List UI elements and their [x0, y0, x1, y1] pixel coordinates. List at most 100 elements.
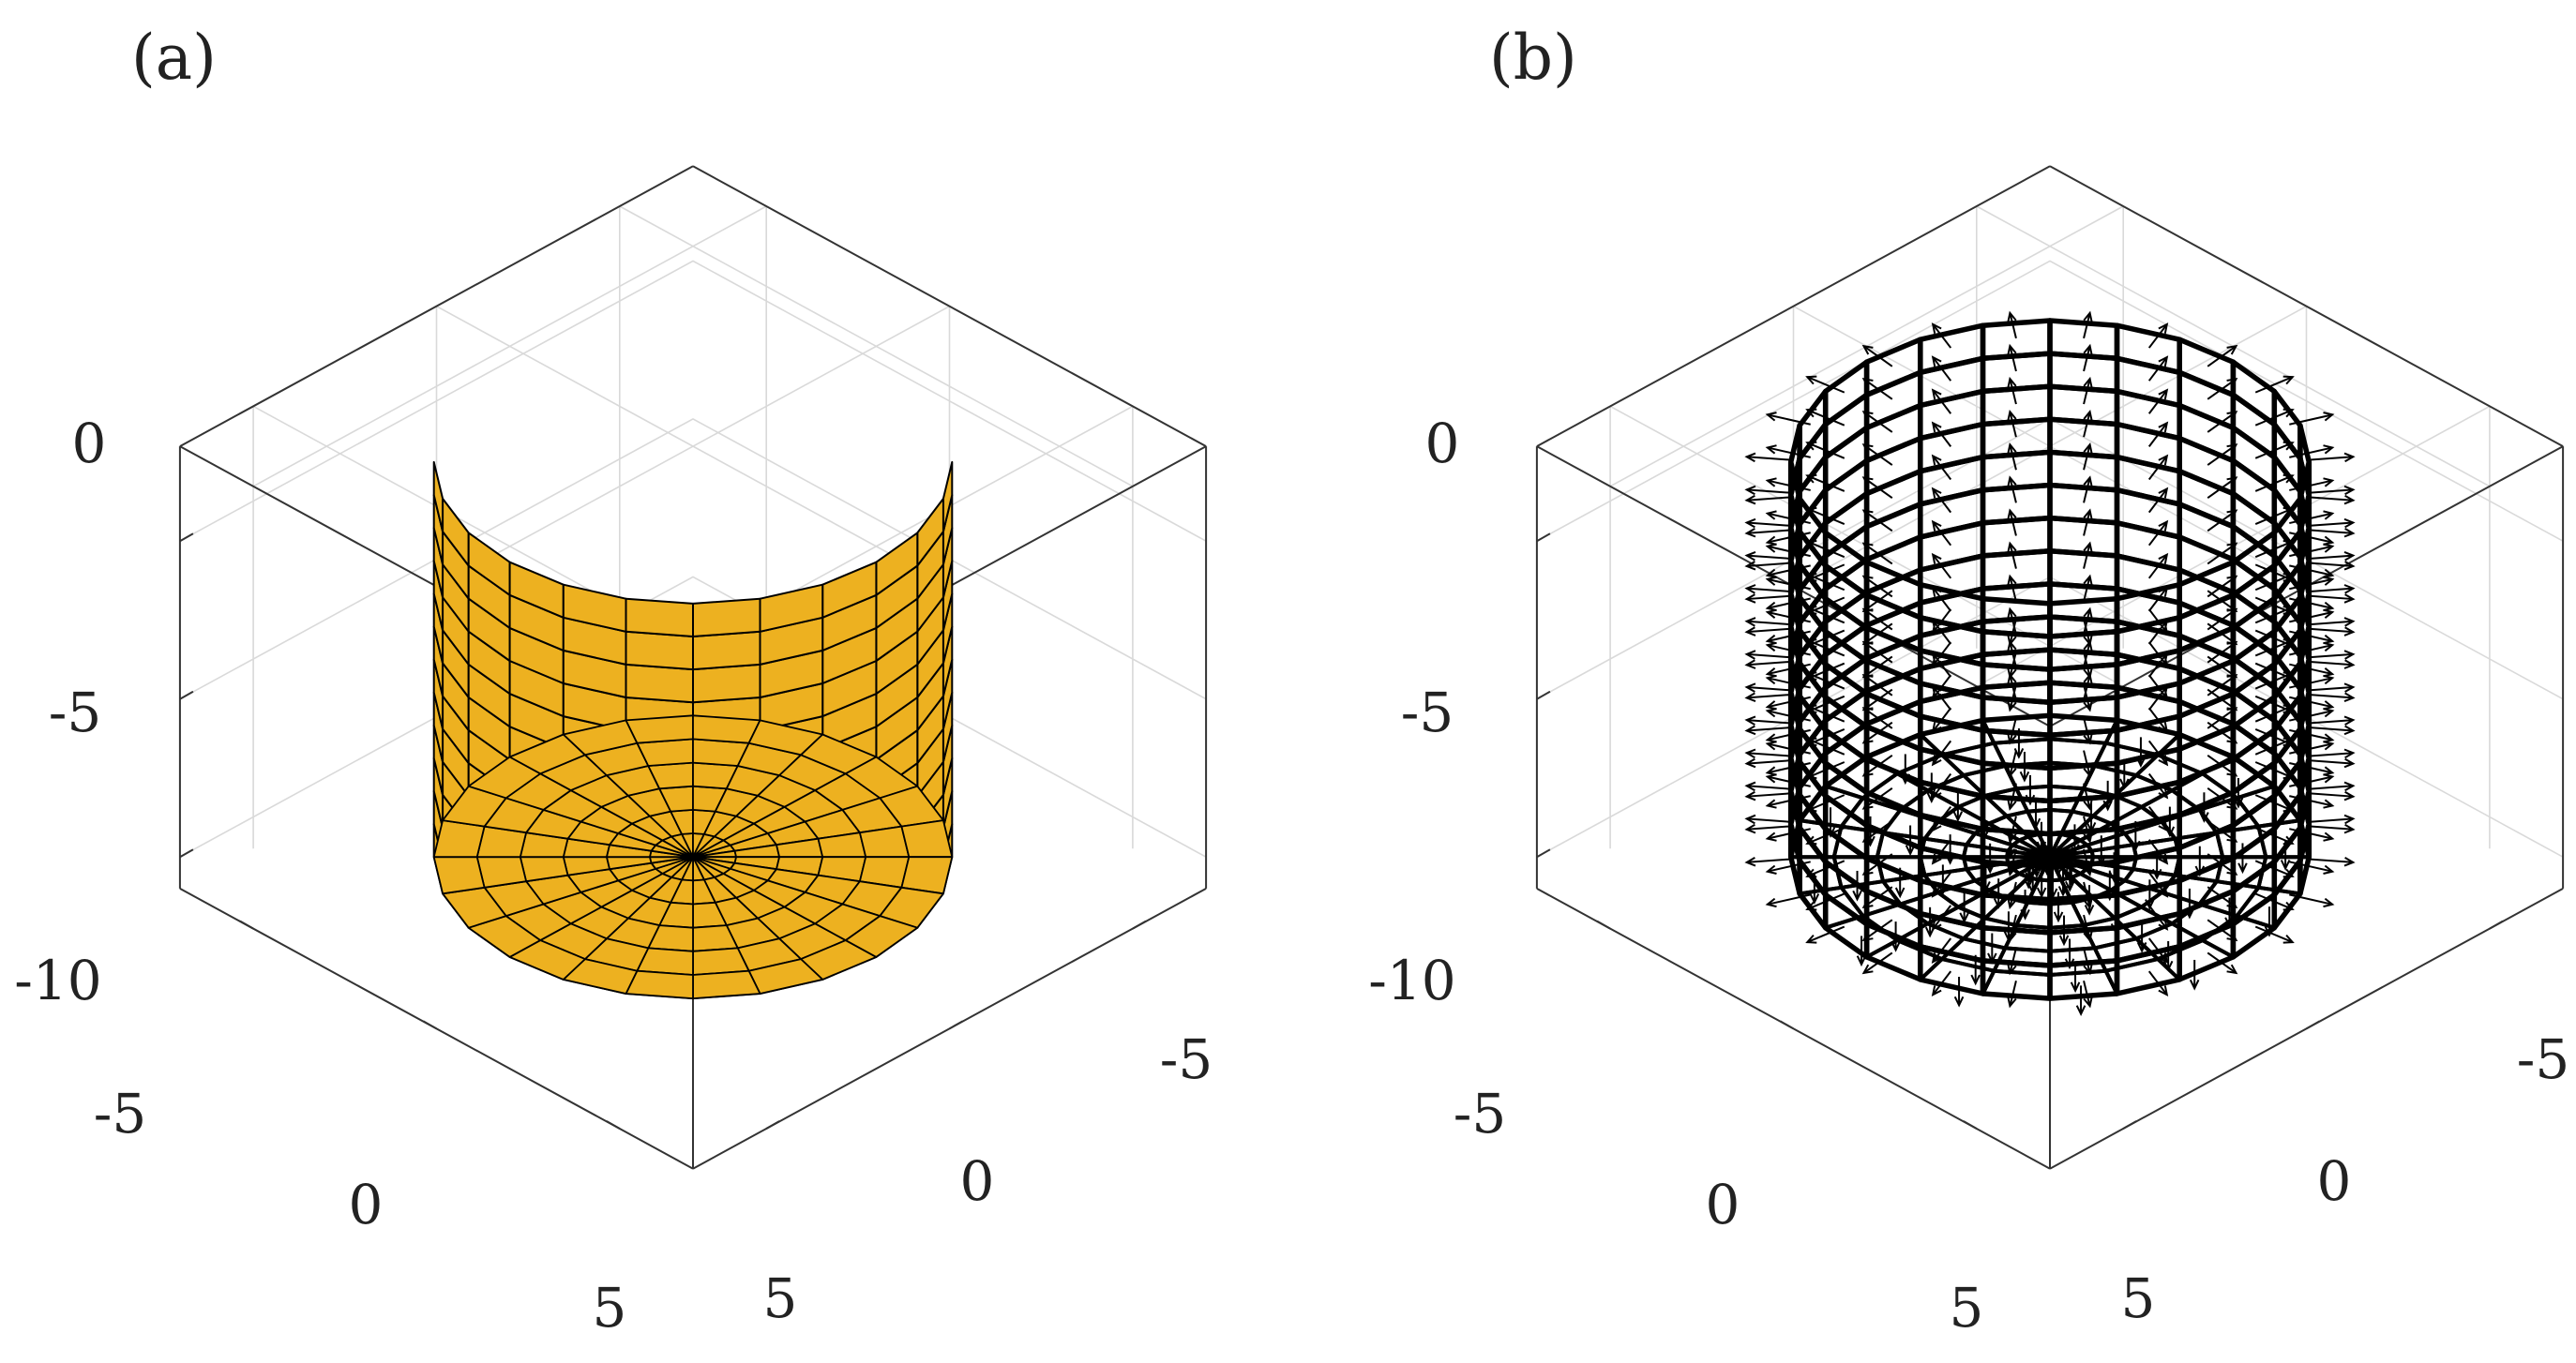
normal-arrowhead — [2083, 733, 2093, 745]
normal-arrow — [2289, 610, 2333, 623]
normal-arrowhead — [2136, 941, 2147, 953]
normal-arrow — [2289, 710, 2333, 722]
normal-arrow — [2289, 413, 2333, 426]
cap-face — [2048, 968, 2119, 1001]
z-tick-mark — [179, 690, 194, 700]
normal-arrowhead — [2343, 517, 2356, 529]
normal-arrow — [1806, 705, 1845, 723]
normal-arrowhead — [1744, 748, 1756, 759]
normal-arrowhead — [2282, 572, 2295, 582]
normal-arrow — [1932, 805, 1952, 831]
normal-arrow — [2254, 474, 2294, 492]
normal-arrowhead — [2158, 388, 2169, 400]
normal-arrow — [1932, 554, 1952, 579]
normal-arrow — [2289, 861, 2333, 873]
panel-a-x-tick-1: 0 — [349, 1173, 384, 1236]
normal-arrow — [1806, 474, 1845, 492]
normal-arrow — [1746, 652, 1794, 659]
normal-arrow — [1862, 476, 1893, 499]
mesh-face — [625, 663, 694, 704]
normal-arrowhead — [2158, 585, 2169, 597]
normal-arrowhead — [2323, 477, 2335, 487]
normal-arrow — [2147, 487, 2168, 514]
normal-arrowhead — [2343, 682, 2356, 693]
normal-arrowhead — [1865, 835, 1876, 847]
mesh-face — [2230, 392, 2278, 460]
panel-b-label: (b) — [1489, 22, 1577, 94]
normal-arrowhead — [2158, 487, 2169, 499]
normal-arrowhead — [2226, 575, 2238, 586]
normal-arrow — [2254, 761, 2294, 779]
normal-arrowhead — [1931, 421, 1942, 433]
normal-arrowhead — [2323, 773, 2335, 784]
mesh-face — [692, 630, 761, 671]
normal-arrowhead — [2020, 908, 2030, 921]
normal-arrow — [1767, 644, 1811, 656]
normal-arrowhead — [1765, 674, 1777, 685]
normal-arrow — [2083, 618, 2091, 645]
normal-arrowhead — [2007, 343, 2017, 356]
normal-arrow — [1806, 738, 1845, 756]
normal-arrowhead — [2282, 473, 2295, 484]
normal-arrowhead — [1765, 477, 1777, 487]
normal-arrowhead — [2066, 875, 2077, 887]
normal-arrow — [2147, 707, 2168, 732]
normal-arrowhead — [1805, 441, 1817, 451]
normal-arrow — [1746, 562, 1794, 567]
normal-arrow — [1746, 792, 1794, 798]
normal-arrowhead — [1931, 853, 1942, 865]
normal-arrowhead — [2264, 926, 2275, 937]
normal-arrowhead — [2158, 322, 2169, 334]
normal-arrow — [2306, 685, 2354, 692]
normal-arrow — [1806, 761, 1845, 779]
normal-arrow — [2009, 684, 2017, 711]
normal-arrow — [1767, 446, 1811, 458]
normal-arrowhead — [1805, 671, 1817, 682]
panel-b-y-tick-1: 0 — [2317, 1149, 2352, 1213]
normal-arrow — [2289, 512, 2333, 525]
normal-arrowhead — [2083, 930, 2093, 943]
normal-arrowhead — [2083, 541, 2093, 553]
normal-arrow — [2306, 825, 2354, 831]
normal-arrowhead — [1861, 898, 1874, 909]
normal-arrowhead — [2226, 509, 2238, 519]
normal-arrowhead — [1861, 640, 1874, 652]
normal-arrow — [2207, 509, 2237, 532]
normal-arrowhead — [2343, 692, 2356, 703]
normal-arrow — [1746, 685, 1794, 692]
cap-face — [844, 915, 919, 958]
mesh-face — [1822, 392, 1870, 460]
normal-arrow — [2147, 805, 2168, 831]
normal-arrowhead — [2343, 857, 2356, 867]
normal-arrowhead — [2083, 672, 2093, 685]
normal-arrow — [2147, 652, 2168, 678]
normal-arrowhead — [1891, 940, 1901, 952]
y-tick-mark — [765, 1120, 780, 1130]
normal-arrow — [2147, 905, 2168, 930]
cap-face — [432, 856, 486, 895]
normal-arrowhead — [2007, 376, 2017, 389]
normal-arrow — [1862, 754, 1893, 777]
normal-arrow — [1767, 742, 1811, 755]
cap-face — [900, 819, 954, 859]
normal-arrowhead — [1805, 802, 1817, 813]
normal-arrow — [2207, 443, 2237, 466]
normal-arrowhead — [2007, 310, 2017, 322]
normal-arrowhead — [1765, 700, 1777, 711]
normal-arrow — [2207, 476, 2237, 499]
normal-arrow — [2009, 312, 2017, 339]
normal-arrowhead — [1861, 733, 1874, 744]
normal-arrow — [2306, 554, 2354, 561]
normal-arrow — [2207, 951, 2237, 974]
normal-arrowhead — [1931, 487, 1942, 499]
normal-arrowhead — [1744, 494, 1756, 505]
normal-arrowhead — [1765, 444, 1777, 455]
normal-arrowhead — [1765, 576, 1777, 586]
normal-arrow — [1932, 455, 1952, 481]
normal-arrowhead — [2027, 883, 2038, 895]
normal-arrow — [1862, 787, 1893, 810]
normal-arrow — [2147, 872, 2168, 897]
normal-arrow — [2009, 444, 2017, 471]
normal-arrow — [2306, 660, 2354, 667]
normal-arrowhead — [2226, 344, 2238, 355]
